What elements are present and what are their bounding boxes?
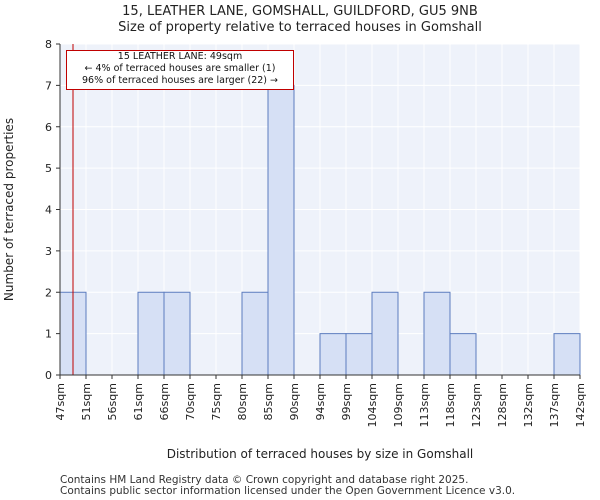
- chart-title-line2: Size of property relative to terraced ho…: [118, 20, 482, 35]
- y-tick-label: 2: [45, 286, 52, 299]
- y-tick-label: 3: [45, 245, 52, 258]
- histogram-bar: [241, 291, 269, 376]
- x-tick-label: 66sqm: [158, 383, 171, 420]
- footer-line1: Contains HM Land Registry data © Crown c…: [60, 474, 469, 486]
- x-tick-label: 137sqm: [548, 383, 561, 427]
- y-tick-label: 0: [45, 369, 52, 382]
- x-axis-title: Distribution of terraced houses by size …: [167, 447, 474, 461]
- histogram-bar: [423, 291, 451, 376]
- chart-title-line1: 15, LEATHER LANE, GOMSHALL, GUILDFORD, G…: [122, 4, 478, 19]
- y-tick-label: 4: [45, 204, 52, 217]
- x-tick-label: 94sqm: [314, 383, 327, 420]
- histogram-bar: [553, 333, 581, 376]
- x-tick-label: 142sqm: [574, 383, 587, 427]
- x-tick-label: 51sqm: [80, 383, 93, 420]
- x-tick-label: 113sqm: [418, 383, 431, 427]
- x-tick-label: 85sqm: [262, 383, 275, 420]
- x-tick-label: 80sqm: [236, 383, 249, 420]
- y-tick-label: 5: [45, 162, 52, 175]
- property-annotation-box: 15 LEATHER LANE: 49sqm ← 4% of terraced …: [66, 50, 294, 90]
- histogram-bar: [449, 333, 477, 376]
- x-tick-label: 132sqm: [522, 383, 535, 427]
- histogram-bar: [137, 291, 165, 376]
- histogram-bar: [267, 84, 295, 376]
- x-tick-label: 47sqm: [54, 383, 67, 420]
- x-tick-label: 70sqm: [184, 383, 197, 420]
- histogram-bar: [371, 291, 399, 376]
- y-tick-label: 1: [45, 328, 52, 341]
- x-tick-label: 109sqm: [392, 383, 405, 427]
- x-tick-label: 104sqm: [366, 383, 379, 427]
- x-tick-label: 75sqm: [210, 383, 223, 420]
- x-tick-label: 90sqm: [288, 383, 301, 420]
- y-tick-label: 8: [45, 38, 52, 51]
- x-tick-label: 56sqm: [106, 383, 119, 420]
- x-tick-label: 99sqm: [340, 383, 353, 420]
- footer-line2: Contains public sector information licen…: [60, 485, 516, 497]
- x-tick-label: 128sqm: [496, 383, 509, 427]
- histogram-bar: [319, 333, 347, 376]
- annotation-line1: 15 LEATHER LANE: 49sqm: [117, 51, 243, 62]
- x-tick-label: 61sqm: [132, 383, 145, 420]
- y-axis-title: Number of terraced properties: [2, 118, 16, 301]
- y-tick-label: 6: [45, 121, 52, 134]
- y-tick-label: 7: [45, 79, 52, 92]
- histogram-bar: [345, 333, 373, 376]
- annotation-line3: 96% of terraced houses are larger (22) →: [82, 75, 278, 86]
- x-tick-label: 123sqm: [470, 383, 483, 427]
- annotation-line2: ← 4% of terraced houses are smaller (1): [84, 63, 276, 74]
- histogram-bar: [163, 291, 191, 376]
- x-tick-label: 118sqm: [444, 383, 457, 427]
